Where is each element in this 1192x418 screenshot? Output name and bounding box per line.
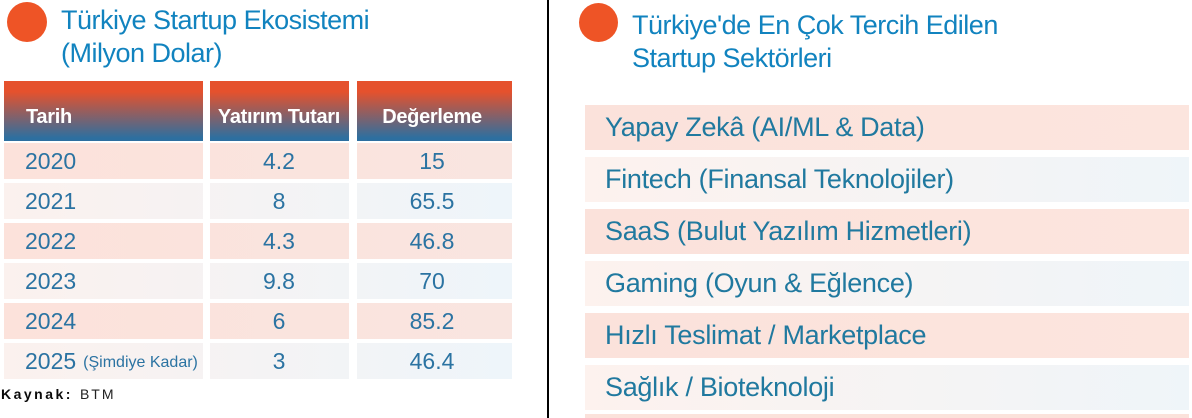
column-separator [349,263,357,299]
cell-year: 2024 [25,307,77,334]
sector-label: Sağlık / Bioteknoloji [605,372,835,402]
right-panel-title: Türkiye'de En Çok Tercih Edilen Startup … [632,9,998,75]
left-panel-title: Türkiye Startup Ekosistemi (Milyon Dolar… [61,4,370,70]
bullet-circle-icon [7,2,47,42]
source-value: BTM [79,386,116,402]
year-note: (Şimdiye Kadar) [83,353,198,371]
header-degerleme: Değerleme [382,105,482,128]
cell-year: 2025 (Şimdiye Kadar) [25,347,198,374]
sector-label: Hızlı Teslimat / Marketplace [605,320,927,350]
header-yatirim-tutari: Yatırım Tutarı [217,105,341,128]
column-separator [203,223,210,259]
cell-valuation: 15 [419,147,445,174]
column-separator [203,183,210,219]
cell-year: 2020 [25,147,77,174]
right-title-line1: Türkiye'de En Çok Tercih Edilen [632,10,998,40]
cell-year: 2023 [25,267,77,294]
cell-valuation: 46.4 [409,347,455,374]
cell-investment: 4.2 [263,147,295,174]
sector-label: Fintech (Finansal Teknolojiler) [605,164,954,194]
bullet-circle-icon [579,3,618,42]
column-separator [349,223,357,259]
column-separator [203,263,210,299]
sector-item: SaaS (Bulut Yazılım Hizmetleri) [585,209,1189,254]
sector-label: Yapay Zekâ (AI/ML & Data) [605,112,925,142]
cell-valuation: 46.8 [409,227,455,254]
cell-year: 2022 [25,227,77,254]
startup-ecosystem-table: Tarih Yatırım Tutarı Değerleme 2020 4.2 15… [4,81,512,379]
sector-item: Gaming (Oyun & Eğlence) [585,261,1189,306]
sector-item-partial [585,414,1189,418]
cell-investment: 4.3 [263,227,295,254]
table-row: 2021 8 65.5 [4,183,512,219]
column-separator [349,183,357,219]
table-row: 2024 6 85.2 [4,303,512,339]
source-label: Kaynak: [1,386,73,402]
source-line: Kaynak: BTM [1,386,116,402]
cell-valuation: 85.2 [409,307,455,334]
right-title-line2: Startup Sektörleri [632,43,832,73]
table-row: 2025 (Şimdiye Kadar) 3 46.4 [4,343,512,379]
panel-divider [547,0,549,418]
column-separator [203,143,210,179]
header-tarih: Tarih [26,105,72,128]
sector-item: Yapay Zekâ (AI/ML & Data) [585,105,1189,150]
table-body: 2020 4.2 15 2021 8 65.5 2022 4.3 46.8 2023 9.8 70 20… [4,143,512,379]
cell-investment: 9.8 [263,267,295,294]
column-separator [203,303,210,339]
column-separator [349,143,357,179]
column-separator [349,303,357,339]
left-title-line1: Türkiye Startup Ekosistemi [61,5,370,35]
left-title-line2: (Milyon Dolar) [61,38,223,68]
column-separator [349,81,357,141]
column-separator [203,343,210,379]
sector-item: Hızlı Teslimat / Marketplace [585,313,1189,358]
cell-investment: 8 [272,187,286,214]
table-row: 2022 4.3 46.8 [4,223,512,259]
cell-investment: 3 [272,347,286,374]
sector-item: Fintech (Finansal Teknolojiler) [585,157,1189,202]
sector-item: Sağlık / Bioteknoloji [585,365,1189,410]
table-row: 2020 4.2 15 [4,143,512,179]
column-separator [349,343,357,379]
cell-valuation: 65.5 [409,187,455,214]
table-row: 2023 9.8 70 [4,263,512,299]
column-separator [203,81,210,141]
table-header-row: Tarih Yatırım Tutarı Değerleme [4,81,512,141]
sector-label: Gaming (Oyun & Eğlence) [605,268,914,298]
sector-label: SaaS (Bulut Yazılım Hizmetleri) [605,216,972,246]
sector-list: Yapay Zekâ (AI/ML & Data) Fintech (Finans… [585,105,1189,417]
cell-investment: 6 [272,307,286,334]
cell-year: 2021 [25,187,77,214]
cell-valuation: 70 [419,267,445,294]
